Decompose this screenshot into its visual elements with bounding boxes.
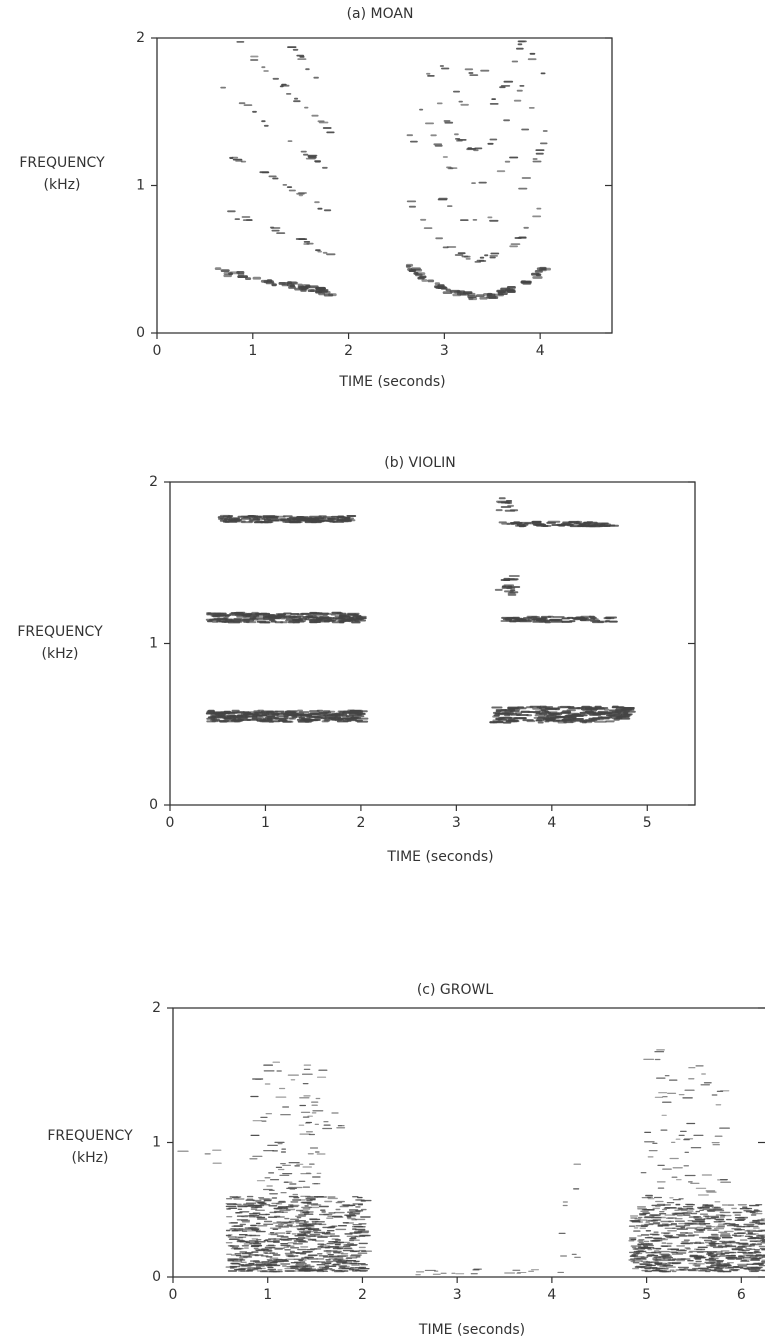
y-axis-label: FREQUENCY	[19, 155, 105, 171]
chart-title: (b) VIOLIN	[384, 455, 455, 471]
x-tick-label: 4	[547, 1287, 556, 1303]
y-tick-label: 2	[152, 1000, 161, 1016]
x-tick-label: 5	[643, 815, 652, 831]
x-tick-label: 2	[356, 815, 365, 831]
y-tick-label: 0	[149, 797, 158, 813]
x-tick-label: 3	[453, 1287, 462, 1303]
y-tick-label: 0	[152, 1269, 161, 1285]
x-tick-label: 2	[344, 343, 353, 359]
x-tick-label: 0	[153, 343, 162, 359]
x-axis-label: TIME (seconds)	[338, 374, 445, 390]
panel: (b) VIOLIN FREQUENCY (kHz) TIME (seconds) 0 1…	[17, 455, 695, 865]
chart-title: (c) GROWL	[417, 982, 494, 998]
y-tick-label: 0	[136, 325, 145, 341]
axis-frame	[157, 38, 612, 333]
y-axis-unit: (kHz)	[42, 646, 79, 662]
x-tick-label: 1	[248, 343, 257, 359]
x-tick-label: 2	[358, 1287, 367, 1303]
x-tick-label: 1	[263, 1287, 272, 1303]
x-tick-label: 3	[452, 815, 461, 831]
y-tick-label: 2	[149, 474, 158, 490]
x-tick-label: 0	[169, 1287, 178, 1303]
x-tick-label: 4	[547, 815, 556, 831]
x-tick-label: 5	[642, 1287, 651, 1303]
y-axis-label: FREQUENCY	[47, 1128, 133, 1144]
y-tick-label: 1	[136, 178, 145, 194]
chart-title: (a) MOAN	[347, 6, 414, 22]
figure: (a) MOAN FREQUENCY (kHz) TIME (seconds) 0 1 2 3…	[0, 0, 765, 1342]
x-tick-label: 4	[536, 343, 545, 359]
y-tick-label: 1	[152, 1135, 161, 1151]
y-axis-label: FREQUENCY	[17, 624, 103, 640]
axis-frame	[170, 482, 695, 805]
x-tick-label: 3	[440, 343, 449, 359]
y-tick-label: 1	[149, 636, 158, 652]
x-tick-label: 0	[166, 815, 175, 831]
y-tick-label: 2	[136, 30, 145, 46]
panel: (a) MOAN FREQUENCY (kHz) TIME (seconds) 0 1 2 3…	[19, 6, 612, 390]
x-axis-label: TIME (seconds)	[418, 1322, 525, 1338]
x-tick-label: 1	[261, 815, 270, 831]
x-axis-label: TIME (seconds)	[386, 849, 493, 865]
y-axis-unit: (kHz)	[72, 1150, 109, 1166]
panel: (c) GROWL FREQUENCY (kHz) TIME (seconds) 0 1 2…	[47, 982, 765, 1338]
x-tick-label: 6	[737, 1287, 746, 1303]
y-axis-unit: (kHz)	[44, 177, 81, 193]
